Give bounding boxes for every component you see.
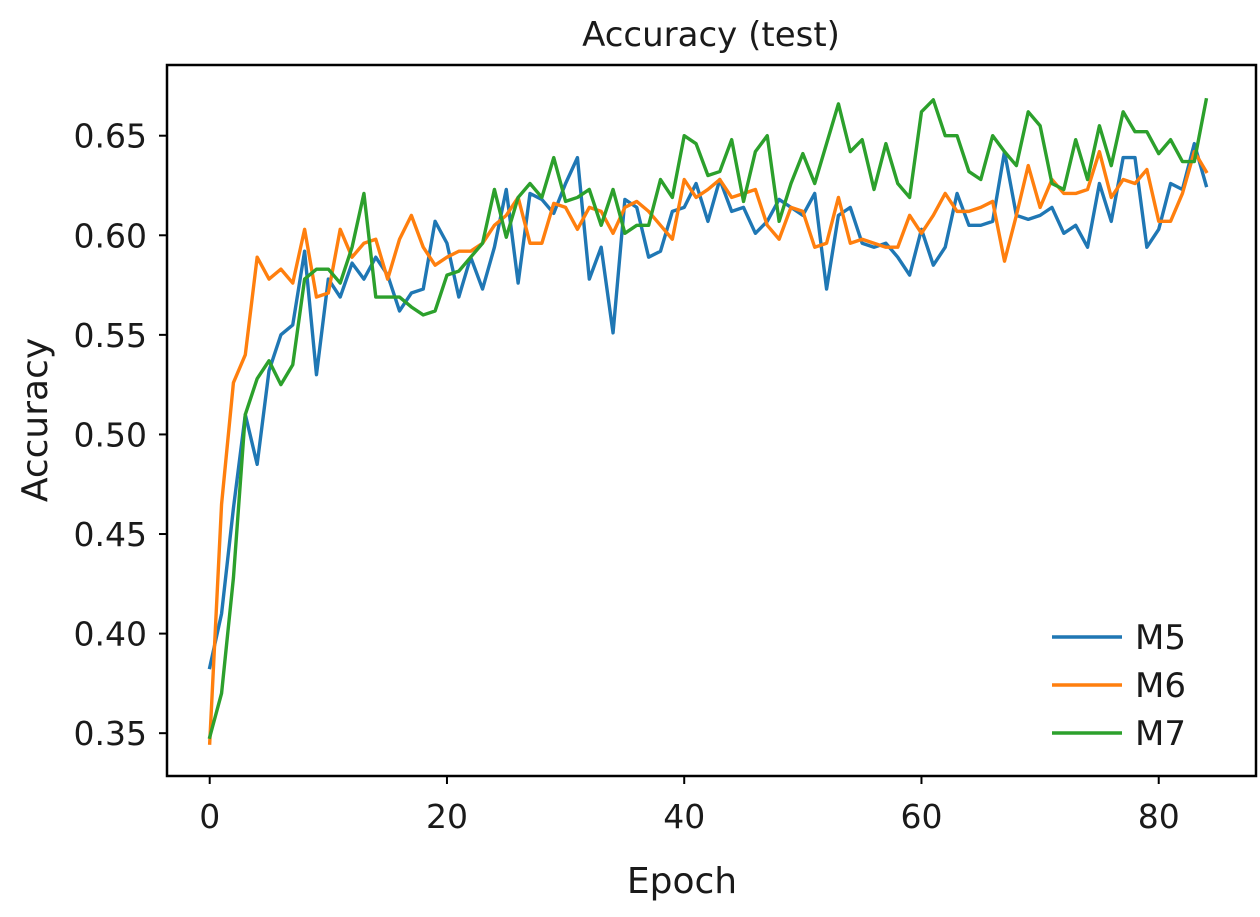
y-tick-label: 0.45 xyxy=(74,515,147,554)
y-ticks: 0.35 0.40 0.45 0.50 0.55 0.60 0.65 xyxy=(74,117,167,753)
series-line-m6 xyxy=(207,149,1209,745)
x-tick-label: 0 xyxy=(199,797,220,836)
series-line-m7 xyxy=(207,97,1209,740)
y-tick-label: 0.60 xyxy=(74,216,147,255)
plot-frame xyxy=(165,63,1258,778)
legend-label-m7: M7 xyxy=(1135,714,1186,754)
x-axis-label: Epoch xyxy=(627,861,737,902)
x-tick-label: 20 xyxy=(426,797,468,836)
series-layer xyxy=(207,97,1209,745)
legend: M5 M6 M7 xyxy=(1052,618,1186,754)
y-tick-label: 0.35 xyxy=(74,714,147,753)
y-tick-label: 0.50 xyxy=(74,415,147,454)
chart-title: Accuracy (test) xyxy=(582,15,840,55)
x-tick-label: 40 xyxy=(663,797,705,836)
x-ticks: 0 20 40 60 80 xyxy=(199,776,1180,836)
y-axis-label: Accuracy xyxy=(15,338,56,502)
y-tick-label: 0.40 xyxy=(74,615,147,654)
x-tick-label: 60 xyxy=(900,797,942,836)
legend-label-m5: M5 xyxy=(1135,618,1186,658)
y-tick-label: 0.55 xyxy=(74,316,147,355)
legend-label-m6: M6 xyxy=(1135,666,1186,706)
y-tick-label: 0.65 xyxy=(74,117,147,156)
x-tick-label: 80 xyxy=(1138,797,1180,836)
series-line-m5 xyxy=(207,141,1209,670)
